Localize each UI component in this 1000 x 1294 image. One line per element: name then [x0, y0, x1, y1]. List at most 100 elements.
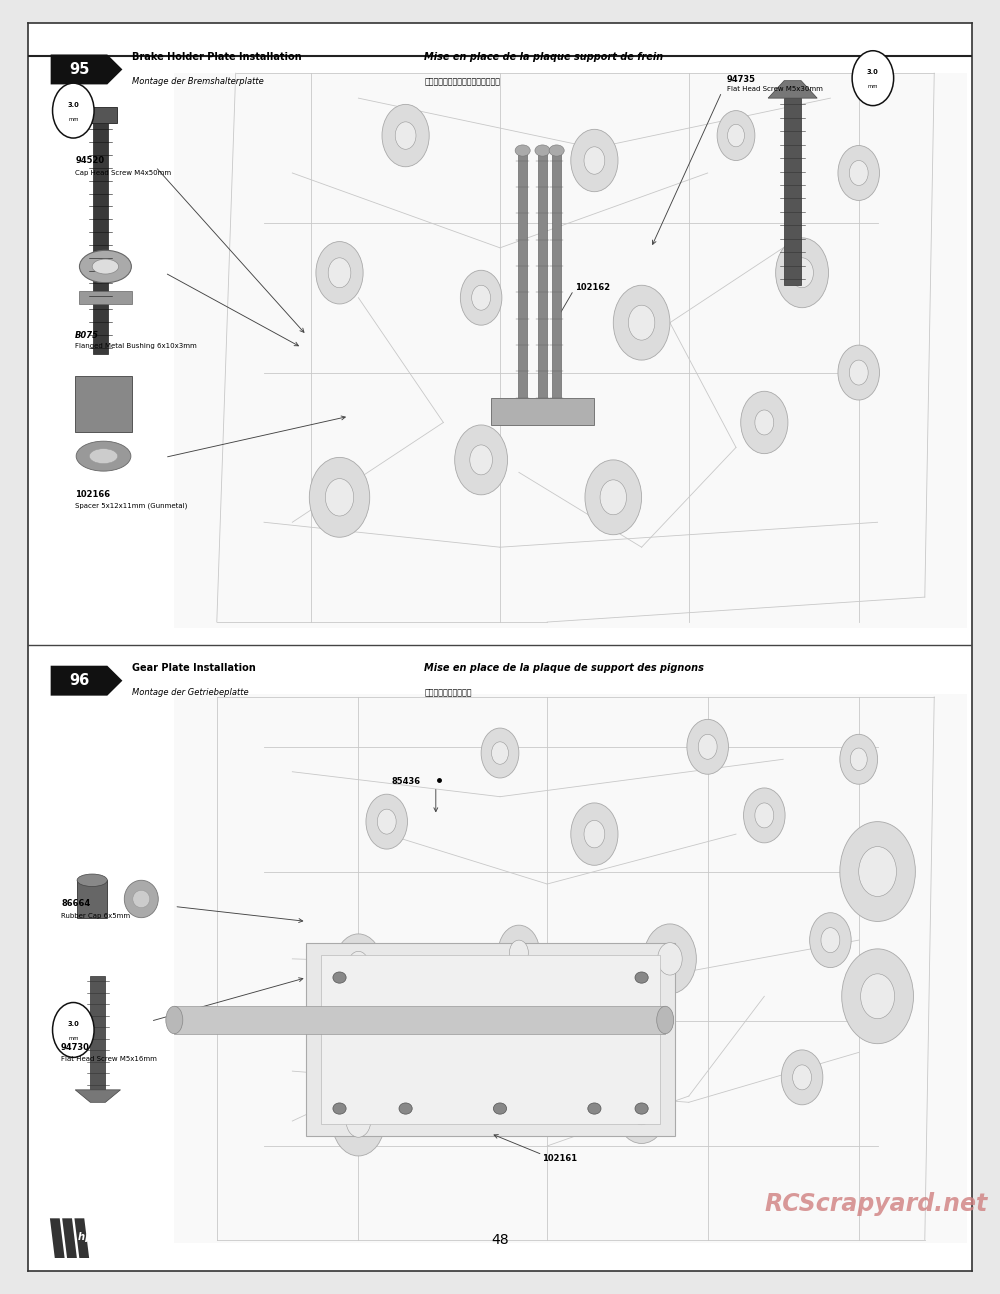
Text: ギアプレートの取付け: ギアプレートの取付け — [424, 688, 472, 697]
Ellipse shape — [124, 880, 158, 917]
Ellipse shape — [615, 1074, 668, 1144]
Ellipse shape — [325, 479, 354, 516]
Ellipse shape — [346, 1105, 371, 1137]
Ellipse shape — [744, 788, 785, 842]
Polygon shape — [51, 54, 122, 84]
Text: 94730: 94730 — [61, 1043, 90, 1052]
Ellipse shape — [470, 445, 492, 475]
Ellipse shape — [658, 942, 682, 976]
Ellipse shape — [328, 258, 351, 287]
Text: Montage der Bremshalterplatte: Montage der Bremshalterplatte — [132, 76, 264, 85]
Ellipse shape — [584, 820, 605, 848]
Ellipse shape — [571, 129, 618, 192]
Polygon shape — [768, 80, 817, 98]
Ellipse shape — [333, 1102, 346, 1114]
Ellipse shape — [635, 1102, 648, 1114]
Bar — [77, 880, 107, 917]
Bar — [85, 107, 117, 123]
Text: 96: 96 — [69, 673, 89, 688]
Ellipse shape — [472, 285, 491, 311]
Text: mm: mm — [868, 84, 878, 89]
Ellipse shape — [584, 146, 605, 175]
Polygon shape — [51, 665, 122, 696]
Ellipse shape — [309, 457, 370, 537]
Ellipse shape — [493, 1102, 507, 1114]
Ellipse shape — [840, 734, 878, 784]
Ellipse shape — [859, 846, 896, 897]
Ellipse shape — [698, 734, 717, 760]
Bar — [491, 397, 594, 424]
Polygon shape — [75, 1090, 121, 1102]
Text: 94735: 94735 — [727, 75, 756, 84]
Ellipse shape — [781, 1049, 823, 1105]
Ellipse shape — [515, 145, 530, 157]
Bar — [552, 154, 561, 404]
Ellipse shape — [395, 122, 416, 149]
Ellipse shape — [77, 873, 107, 886]
Ellipse shape — [687, 719, 728, 774]
Ellipse shape — [476, 1058, 524, 1121]
Ellipse shape — [366, 795, 407, 849]
Ellipse shape — [382, 105, 429, 167]
Bar — [321, 955, 660, 1123]
Text: Gear Plate Installation: Gear Plate Installation — [132, 664, 256, 673]
Text: 86664: 86664 — [61, 899, 90, 908]
Ellipse shape — [791, 258, 813, 287]
Text: B075: B075 — [75, 331, 99, 339]
Ellipse shape — [492, 741, 508, 765]
Ellipse shape — [79, 250, 131, 283]
Ellipse shape — [849, 160, 868, 185]
Ellipse shape — [348, 951, 369, 978]
Ellipse shape — [861, 974, 895, 1018]
Ellipse shape — [481, 729, 519, 778]
Ellipse shape — [133, 890, 150, 907]
Text: 3.0: 3.0 — [67, 1021, 79, 1027]
Bar — [518, 154, 527, 404]
Text: Spacer 5x12x11mm (Gunmetal): Spacer 5x12x11mm (Gunmetal) — [75, 502, 188, 509]
Bar — [784, 98, 801, 285]
Text: Rubber Cap 6x5mm: Rubber Cap 6x5mm — [61, 912, 130, 919]
Ellipse shape — [613, 285, 670, 360]
Text: Montage der Getriebeplatte: Montage der Getriebeplatte — [132, 688, 248, 697]
Circle shape — [53, 83, 94, 138]
Ellipse shape — [89, 449, 118, 463]
Text: Cap Head Screw M4x50mm: Cap Head Screw M4x50mm — [75, 171, 171, 176]
Bar — [93, 123, 108, 353]
Text: Flat Head Screw M5x16mm: Flat Head Screw M5x16mm — [61, 1056, 157, 1062]
Circle shape — [852, 50, 894, 106]
Ellipse shape — [838, 145, 879, 201]
Ellipse shape — [840, 822, 915, 921]
Ellipse shape — [600, 480, 626, 515]
Ellipse shape — [549, 145, 564, 157]
Ellipse shape — [455, 424, 508, 494]
Text: Brake Holder Plate Installation: Brake Holder Plate Installation — [132, 52, 301, 62]
Text: 94520: 94520 — [75, 157, 104, 166]
Ellipse shape — [335, 934, 382, 996]
Ellipse shape — [490, 1077, 510, 1104]
Bar — [306, 942, 675, 1136]
Ellipse shape — [460, 270, 502, 325]
Ellipse shape — [535, 145, 550, 157]
Ellipse shape — [821, 928, 840, 952]
Text: 102166: 102166 — [75, 490, 110, 499]
Text: 102162: 102162 — [576, 283, 611, 292]
Ellipse shape — [588, 1102, 601, 1114]
Ellipse shape — [629, 1092, 654, 1124]
Ellipse shape — [850, 748, 867, 770]
Ellipse shape — [628, 305, 655, 340]
Bar — [174, 74, 967, 629]
Ellipse shape — [332, 1086, 385, 1156]
Circle shape — [53, 1003, 94, 1057]
Text: Flat Head Screw M5x30mm: Flat Head Screw M5x30mm — [727, 85, 822, 92]
Bar — [174, 1007, 665, 1034]
Ellipse shape — [166, 1007, 183, 1034]
Ellipse shape — [793, 1065, 812, 1090]
Ellipse shape — [755, 802, 774, 828]
Bar — [75, 377, 132, 432]
Bar — [538, 154, 547, 404]
Text: 48: 48 — [491, 1232, 509, 1246]
Ellipse shape — [92, 259, 119, 274]
Text: 95: 95 — [69, 62, 89, 76]
Ellipse shape — [717, 110, 755, 160]
Ellipse shape — [316, 242, 363, 304]
